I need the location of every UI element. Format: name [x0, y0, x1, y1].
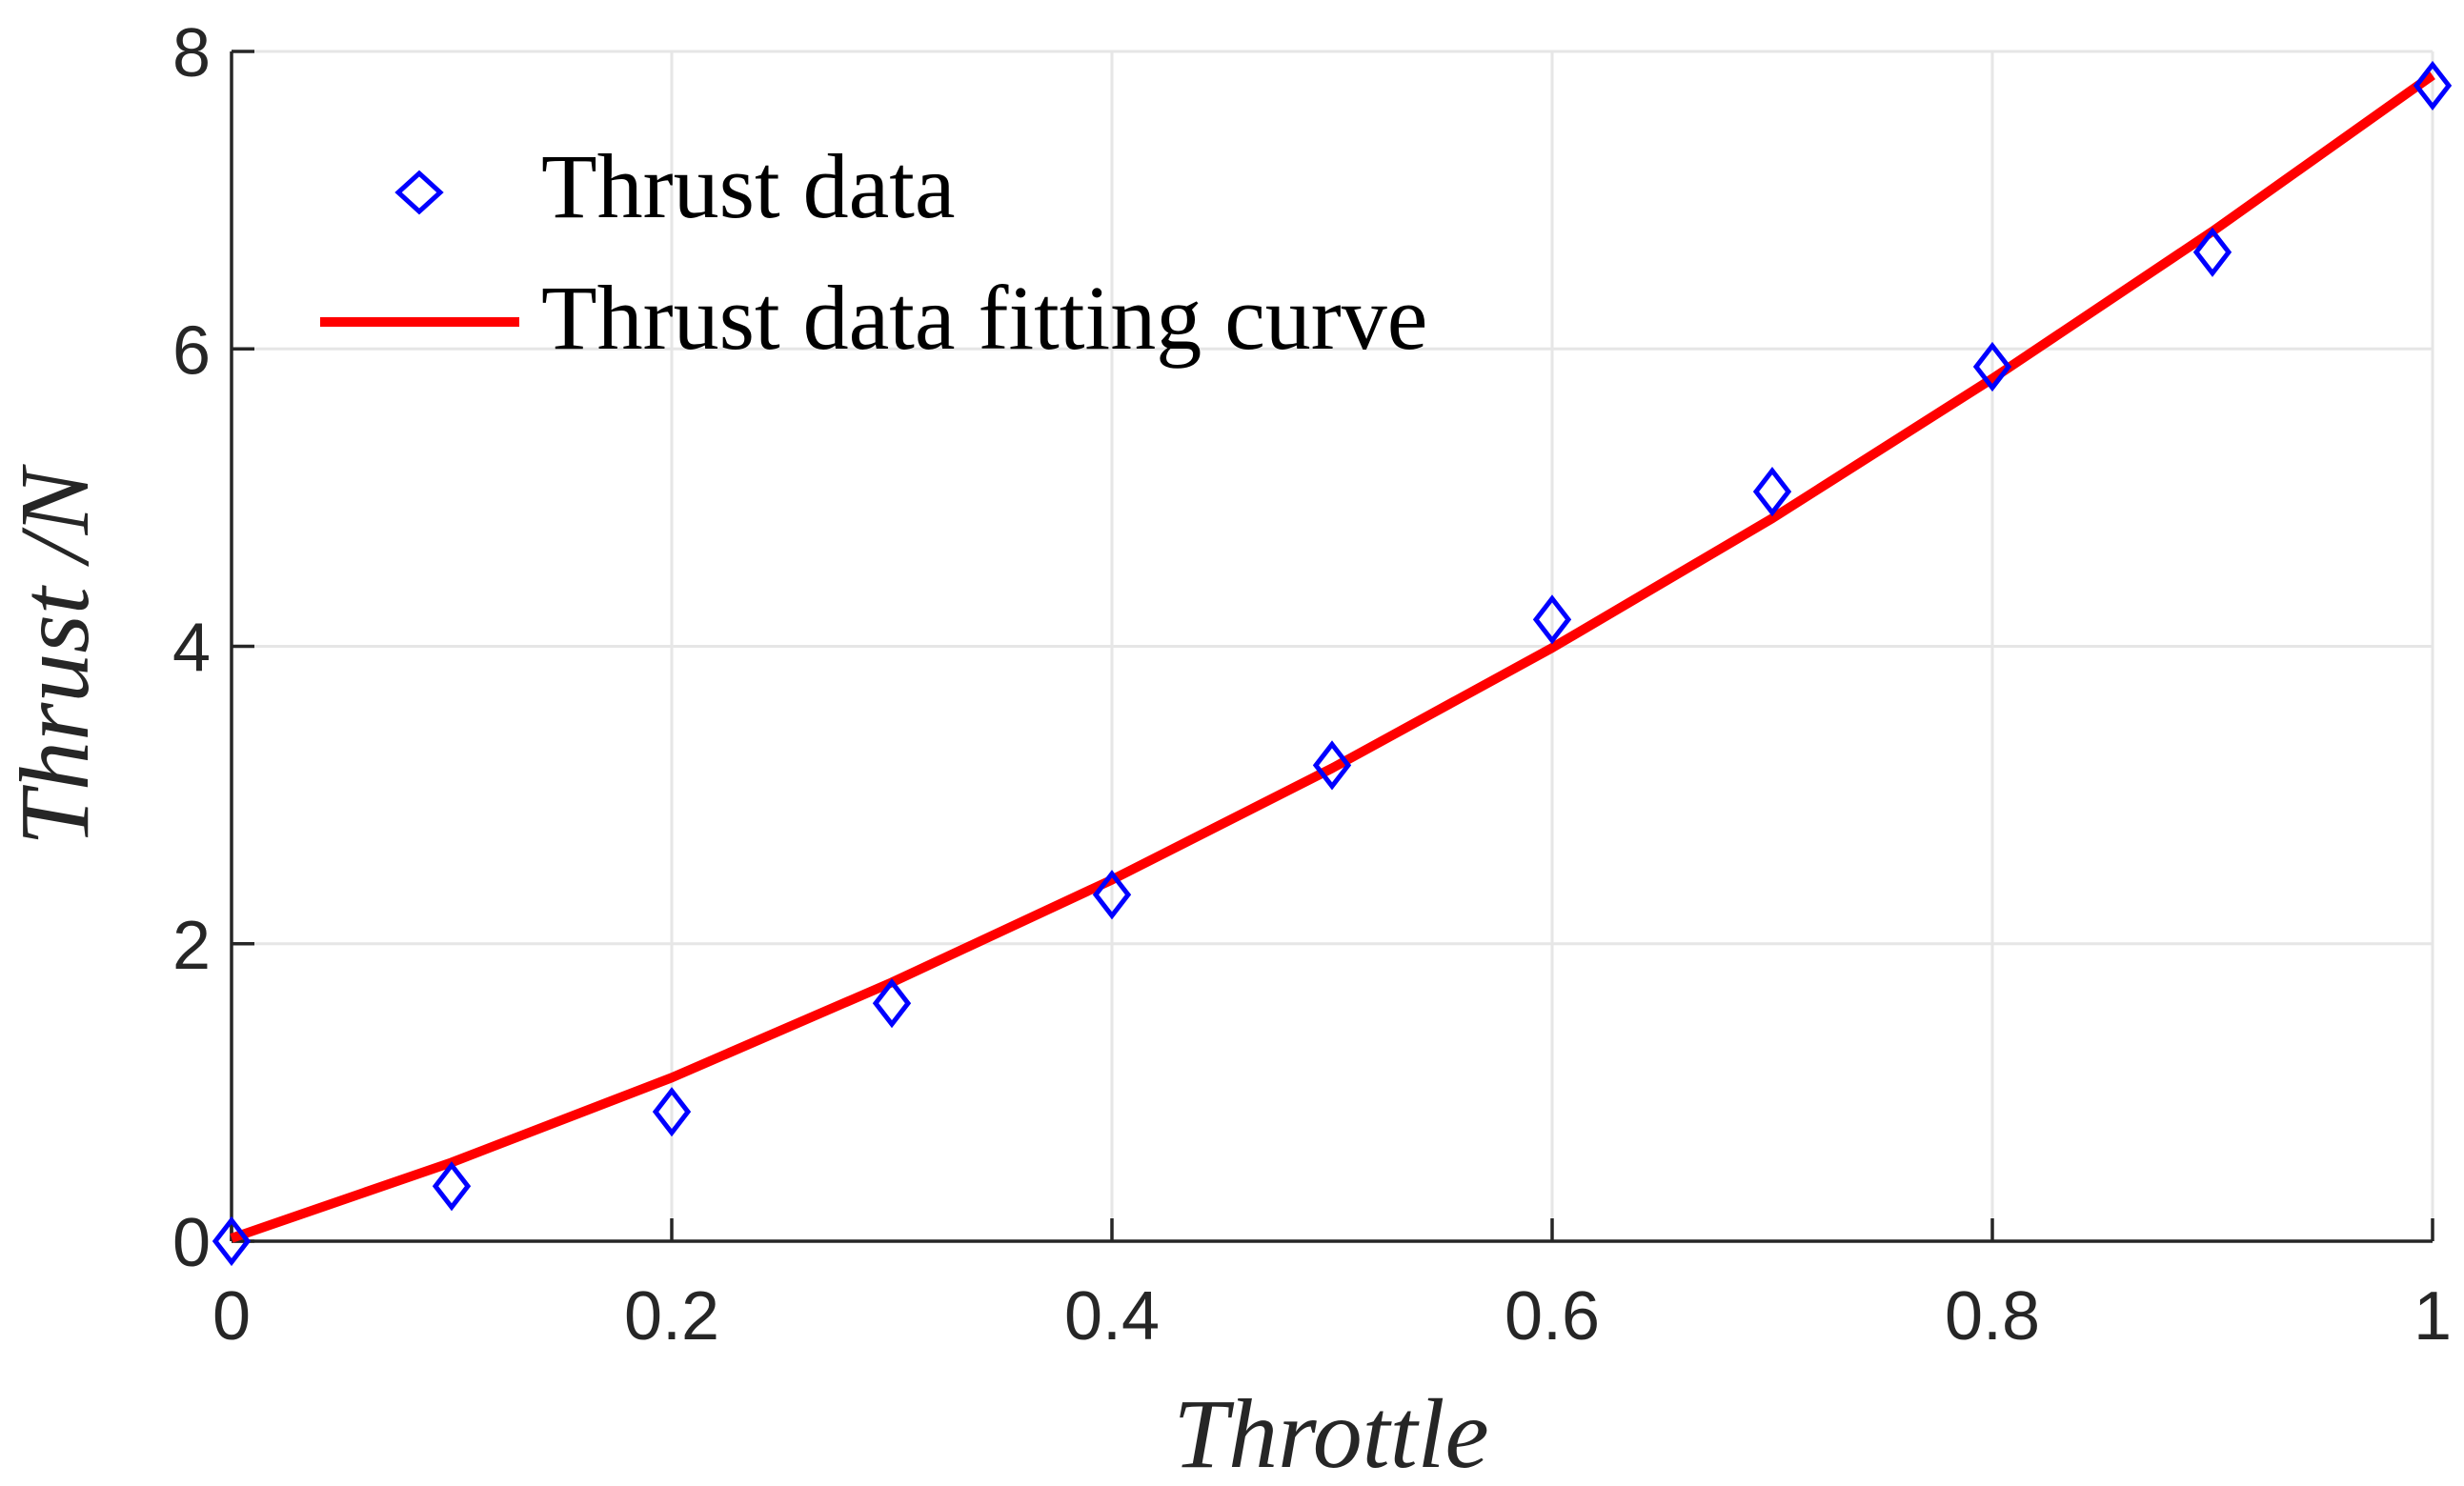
- data-point-diamond: [432, 1161, 472, 1212]
- data-point-diamond: [1972, 341, 2012, 392]
- data-point-diamond: [1752, 467, 1792, 517]
- fitting-curve-line: [230, 70, 2435, 1243]
- data-point-diamond: [872, 978, 912, 1029]
- data-point-diamond: [1532, 594, 1572, 645]
- data-point-diamond: [2192, 227, 2232, 277]
- x-tick-label: 0.6: [1505, 1278, 1600, 1355]
- x-tick-label: 1: [2414, 1278, 2452, 1355]
- data-point-diamond: [212, 1215, 252, 1267]
- legend-label-fitting-curve: Thrust data fitting curve: [541, 267, 1427, 369]
- y-axis-title: Thrust /N: [0, 463, 110, 846]
- x-tick-label: 0.2: [624, 1278, 719, 1355]
- x-tick-label: 0.4: [1064, 1278, 1160, 1355]
- data-point-diamond: [1092, 870, 1132, 920]
- x-tick-label: 0: [212, 1278, 251, 1355]
- y-tick-label: 6: [172, 312, 211, 389]
- fitting-curve-layer: [230, 70, 2435, 1243]
- y-tick-label: 0: [172, 1205, 211, 1281]
- y-tick-label: 8: [172, 15, 211, 91]
- data-point-diamond: [652, 1087, 692, 1137]
- y-tick-label: 4: [172, 611, 211, 687]
- legend-label-thrust-data: Thrust data: [541, 135, 956, 237]
- data-point-diamond: [1312, 740, 1352, 791]
- data-points-layer: [212, 60, 2453, 1267]
- x-tick-label: 0.8: [1945, 1278, 2040, 1355]
- ticks: 0 0.2 0.4 0.6 0.8 1 0 2 4 6 8: [172, 15, 2452, 1355]
- y-tick-label: 2: [172, 908, 211, 984]
- data-point-diamond: [2413, 60, 2453, 110]
- legend: Thrust data Thrust data fitting curve: [320, 135, 1427, 369]
- x-axis-title: Throttle: [1173, 1379, 1488, 1486]
- legend-diamond-marker: [394, 170, 444, 215]
